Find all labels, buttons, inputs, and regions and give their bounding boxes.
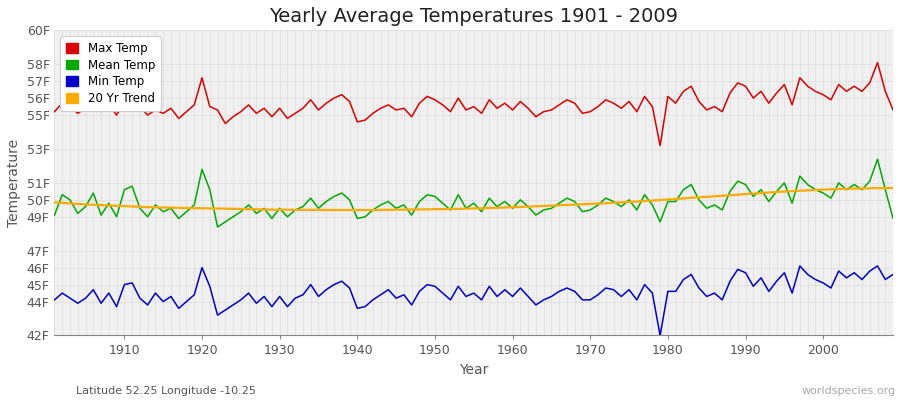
Y-axis label: Temperature: Temperature [7,139,21,227]
X-axis label: Year: Year [459,363,489,377]
Text: Latitude 52.25 Longitude -10.25: Latitude 52.25 Longitude -10.25 [76,386,256,396]
Legend: Max Temp, Mean Temp, Min Temp, 20 Yr Trend: Max Temp, Mean Temp, Min Temp, 20 Yr Tre… [60,36,161,111]
Title: Yearly Average Temperatures 1901 - 2009: Yearly Average Temperatures 1901 - 2009 [269,7,679,26]
Text: worldspecies.org: worldspecies.org [801,386,896,396]
